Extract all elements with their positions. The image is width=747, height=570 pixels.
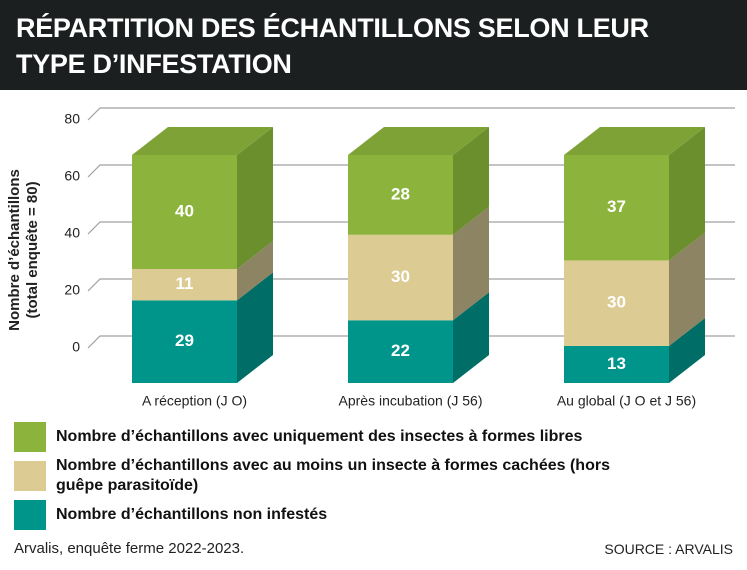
y-tick-label: 20 — [64, 282, 80, 298]
bar-segment — [348, 127, 489, 235]
bar-side — [453, 206, 489, 321]
bar-front — [132, 300, 237, 383]
bar-front — [348, 155, 453, 235]
legend-swatch — [14, 500, 46, 530]
header: RÉPARTITION DES ÉCHANTILLONS SELON LEUR … — [0, 0, 747, 90]
bar-segment — [132, 127, 273, 269]
grid-line — [87, 164, 735, 178]
bar-front — [132, 155, 237, 269]
y-tick-label: 40 — [64, 225, 80, 241]
bar-front — [564, 345, 669, 383]
bar-segment — [564, 317, 705, 383]
bar-segment — [132, 272, 273, 383]
legend-label: Nombre d’échantillons avec uniquement de… — [56, 428, 583, 445]
y-axis-label: Nombre d’échantillons(total enquête = 80… — [6, 169, 41, 331]
bar-side — [237, 241, 273, 301]
bar-side — [669, 232, 705, 346]
bar-segment — [348, 206, 489, 321]
y-tick-label: 0 — [72, 339, 80, 355]
y-tick-label: 80 — [64, 111, 80, 127]
y-tick-label: 60 — [64, 168, 80, 184]
legend-label: Nombre d’échantillons non infestés — [56, 506, 328, 523]
legend-label: Nombre d’échantillons avec au moins un i… — [56, 457, 610, 494]
legend-item: Nombre d’échantillons avec uniquement de… — [14, 422, 696, 452]
grid-line — [87, 278, 735, 292]
value-label: 29 — [175, 331, 194, 350]
value-label: 28 — [391, 184, 410, 203]
value-label: 40 — [175, 201, 194, 220]
legend-item: Nombre d’échantillons avec au moins un i… — [14, 456, 616, 496]
x-tick-label: Après incubation (J 56) — [339, 393, 483, 409]
legend-swatch — [14, 461, 46, 491]
y-axis-label-line: Nombre d’échantillons — [6, 169, 23, 331]
y-axis-label-line: (total enquête = 80) — [24, 181, 41, 318]
value-label: 30 — [391, 267, 410, 286]
value-label: 22 — [391, 341, 410, 360]
bar-front — [564, 260, 669, 346]
x-tick-label: Au global (J O et J 56) — [557, 393, 696, 409]
bar-top — [132, 127, 273, 155]
bar-top — [348, 127, 489, 155]
footer-source: SOURCE : ARVALIS — [604, 541, 733, 557]
title: RÉPARTITION DES ÉCHANTILLONS SELON LEUR … — [16, 13, 649, 79]
value-label: 11 — [176, 274, 194, 293]
value-label: 30 — [607, 293, 626, 312]
bar-front — [564, 155, 669, 261]
bar-front — [132, 269, 237, 301]
chart: 0 20 40 60 80 Nombre d’échantillons(total enq… — [6, 107, 735, 409]
bar-side — [237, 127, 273, 269]
bar-side — [669, 127, 705, 261]
grid-line — [87, 221, 735, 235]
x-tick-label: A réception (J O) — [142, 393, 247, 409]
bar-side — [453, 127, 489, 235]
legend-item: Nombre d’échantillons non infestés — [14, 500, 696, 530]
bar-segment — [132, 241, 273, 301]
bar-segment — [348, 292, 489, 383]
legend-swatch — [14, 422, 46, 452]
bar-front — [348, 234, 453, 321]
bar-top — [564, 127, 705, 155]
value-label: 37 — [607, 197, 626, 216]
bar-segment — [564, 232, 705, 346]
bar-side — [237, 272, 273, 383]
bar-side — [669, 317, 705, 383]
bar-front — [348, 320, 453, 383]
value-label: 13 — [607, 354, 626, 373]
footer-note: Arvalis, enquête ferme 2022-2023. — [14, 540, 245, 557]
grid-line — [87, 335, 735, 349]
grid-line — [87, 107, 735, 121]
bar-side — [453, 292, 489, 383]
bar-segment — [564, 127, 705, 261]
